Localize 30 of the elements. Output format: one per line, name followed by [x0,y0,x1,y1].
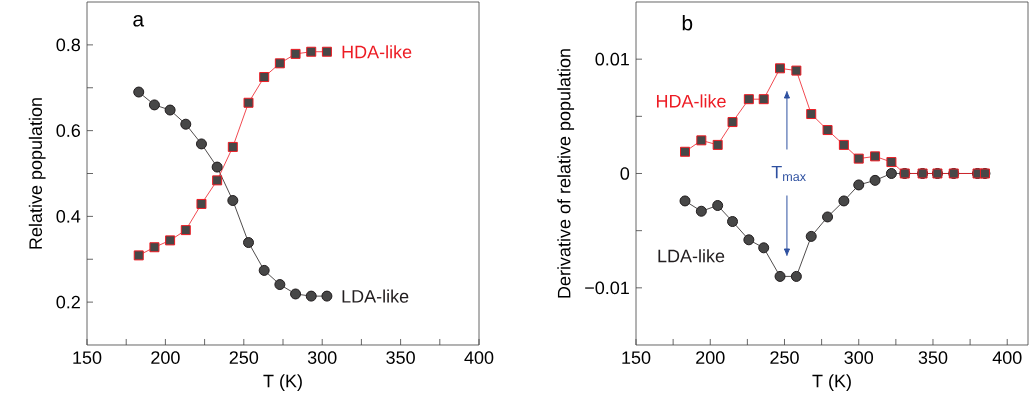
x-tick-label: 400 [464,351,494,364]
x-tick-label: 300 [307,351,337,364]
annotation: b [682,15,693,31]
x-tick-label: 400 [992,351,1022,364]
x-tick-label: 350 [918,351,948,364]
y-tick-label: 0.8 [56,38,81,52]
y-tick-label: 0.01 [595,52,629,66]
y-tick-label: 0.6 [56,124,81,137]
x-tick-label: 150 [622,351,651,364]
series-label: HDA-like [656,94,726,108]
x-axis-title: T (K) [812,374,851,391]
y-tick-label: 0.2 [56,295,80,309]
y-axis-title: Relative population [28,98,46,249]
series-label: HDA-like [342,45,412,59]
x-tick-label: 200 [151,351,180,364]
x-axis-title: T (K) [263,374,302,391]
x-tick-label: 250 [770,351,799,364]
annotation: T$_{max}$ [771,165,806,182]
y-tick-label: 0.4 [56,210,81,223]
x-tick-label: 350 [386,351,415,364]
x-tick-label: 250 [229,351,259,364]
y-tick-label: 0 [620,167,630,180]
x-tick-label: 150 [73,351,102,364]
annotation: a [133,15,145,27]
y-axis-title: Derivative of relative population [557,49,575,298]
x-tick-label: 200 [696,351,725,364]
y-tick-label: −0.01 [585,281,629,295]
series-label: LDA-like [342,289,409,303]
series-label: LDA-like [658,249,725,263]
x-tick-label: 300 [844,351,874,364]
